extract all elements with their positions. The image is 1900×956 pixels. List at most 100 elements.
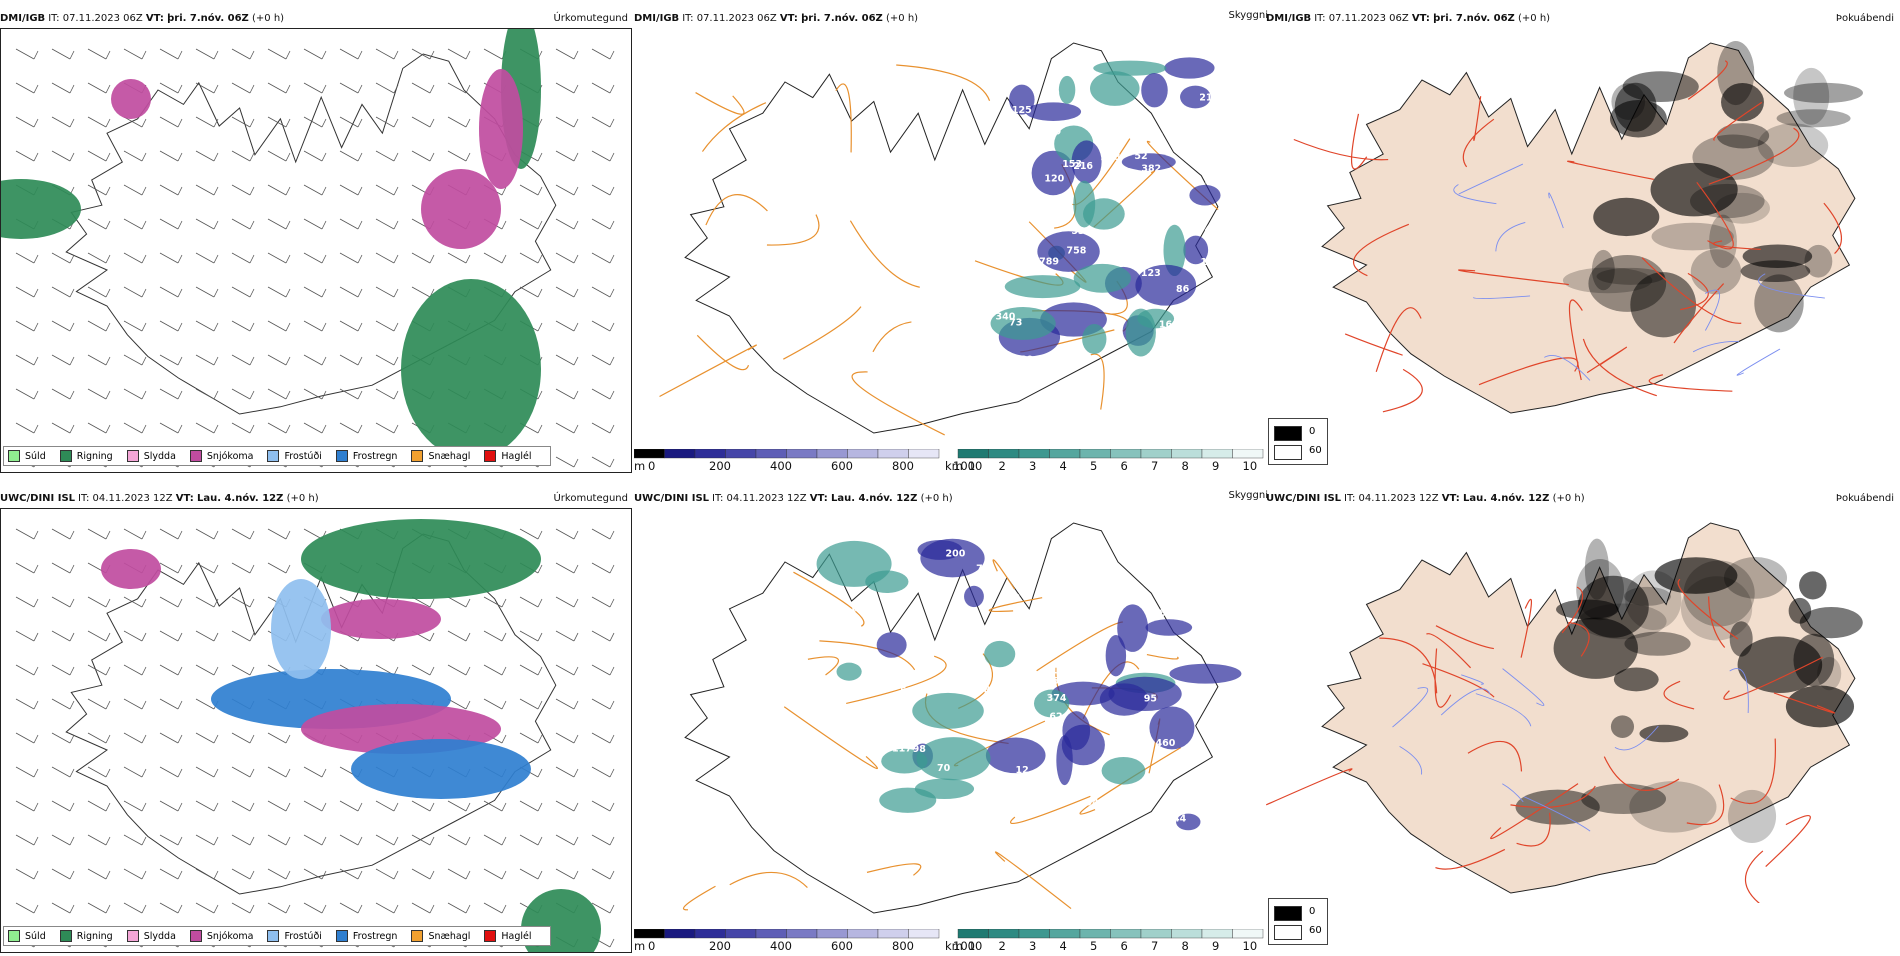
fog-area <box>1799 571 1827 600</box>
distance-tick: 2 <box>998 459 1006 473</box>
wind-barb <box>375 800 399 812</box>
wind-barb <box>195 82 219 94</box>
wind-barb <box>591 868 615 880</box>
wind-barb <box>15 868 39 880</box>
wind-barb <box>87 834 111 846</box>
fog-area <box>1578 603 1667 640</box>
road-line <box>1462 118 1495 168</box>
wind-barb <box>51 48 75 60</box>
low-visibility-area <box>816 540 892 587</box>
wind-barb <box>51 834 75 846</box>
wind-barb <box>267 218 291 230</box>
wind-barb <box>375 320 399 332</box>
visibility-value-label: 160 <box>1159 319 1179 330</box>
river-line <box>1392 687 1429 728</box>
legend-item: Haglél <box>484 930 532 942</box>
fog-legend-light-swatch <box>1274 925 1302 940</box>
wind-barb <box>159 834 183 846</box>
wind-barb <box>447 48 471 60</box>
legend-item: Frostúði <box>267 930 322 942</box>
visibility-value-label: 42 <box>1205 225 1218 236</box>
colorbar-bands <box>634 449 1264 459</box>
wind-barb <box>339 116 363 128</box>
height-unit: m <box>634 939 646 953</box>
wind-barb <box>555 48 579 60</box>
wind-barb <box>447 630 471 642</box>
wind-barb <box>591 698 615 710</box>
fog-area <box>1629 781 1717 833</box>
height-tick: 400 <box>770 459 792 473</box>
visibility-value-label: 55 <box>888 596 901 607</box>
distance-band <box>1201 449 1233 459</box>
height-band <box>755 929 787 939</box>
legend-swatch <box>335 450 348 462</box>
wind-barb <box>303 800 327 812</box>
distance-tick: 6 <box>1120 939 1128 953</box>
wind-barb <box>339 184 363 196</box>
wind-barb <box>411 48 435 60</box>
visibility-value-label: 12 <box>1167 359 1180 370</box>
visibility-value-label: 480 <box>1050 666 1070 677</box>
visibility-value-label: 94 <box>1086 797 1100 808</box>
legend-label: Haglél <box>501 930 532 942</box>
road-line <box>1467 740 1523 772</box>
river-line <box>1704 289 1720 331</box>
wind-barb <box>303 388 327 400</box>
wind-barb <box>483 664 507 676</box>
fog-area <box>1624 586 1671 606</box>
wind-barb <box>195 252 219 264</box>
road-line <box>1723 656 1823 700</box>
wind-barb <box>591 354 615 366</box>
wind-barb <box>159 528 183 540</box>
distance-tick: 4 <box>1059 459 1067 473</box>
low-visibility-area <box>1141 72 1168 108</box>
it-label: IT: <box>682 13 694 24</box>
road-line <box>1344 333 1403 356</box>
precip-type-legend: Súld Rigning Slydda Snjókoma Frostúði Frostre… <box>3 926 551 946</box>
river-line <box>1544 355 1591 381</box>
visibility-value-label: 141 <box>952 653 972 664</box>
height-tick: 200 <box>709 459 731 473</box>
fog-area <box>1562 267 1653 294</box>
vt-label: VT: <box>1441 493 1460 504</box>
low-visibility-area <box>1093 60 1167 76</box>
wind-barb <box>231 82 255 94</box>
fog-area <box>1553 617 1638 679</box>
wind-barb <box>87 664 111 676</box>
legend-label: Súld <box>25 930 46 942</box>
distance-tick: 10 <box>1242 939 1258 953</box>
precip-type-legend: Súld Rigning Slydda Snjókoma Frostúði Frostre… <box>3 446 551 466</box>
wind-barb <box>231 528 255 540</box>
wind-barb <box>159 732 183 744</box>
wind-barb <box>231 354 255 366</box>
wind-barb <box>51 528 75 540</box>
wind-barb <box>87 902 111 914</box>
wind-barb <box>591 528 615 540</box>
low-visibility-area <box>1058 75 1076 104</box>
road-line <box>1353 223 1410 277</box>
wind-barb <box>87 116 111 128</box>
distance-band <box>1110 929 1142 939</box>
fog-area <box>1804 244 1833 278</box>
wind-barb <box>195 422 219 434</box>
visibility-value-label: 86 <box>1176 284 1190 295</box>
road-line <box>1375 307 1422 373</box>
wind-barb <box>51 354 75 366</box>
distance-band <box>1171 449 1203 459</box>
road-line <box>701 102 767 152</box>
wind-barb <box>483 630 507 642</box>
road-line <box>1765 815 1811 868</box>
height-band <box>755 449 787 459</box>
wind-barb <box>15 800 39 812</box>
wind-barb <box>87 320 111 332</box>
low-visibility-area <box>1145 619 1193 636</box>
fog-area <box>1690 249 1742 295</box>
wind-barb <box>123 116 147 128</box>
legend-label: Rigning <box>76 450 113 462</box>
legend-swatch <box>8 930 20 942</box>
wind-barb <box>195 528 219 540</box>
init-time: 07.11.2023 06Z <box>696 13 777 24</box>
road-line <box>1079 747 1182 815</box>
fog-area <box>1717 40 1755 106</box>
wind-barb <box>195 218 219 230</box>
